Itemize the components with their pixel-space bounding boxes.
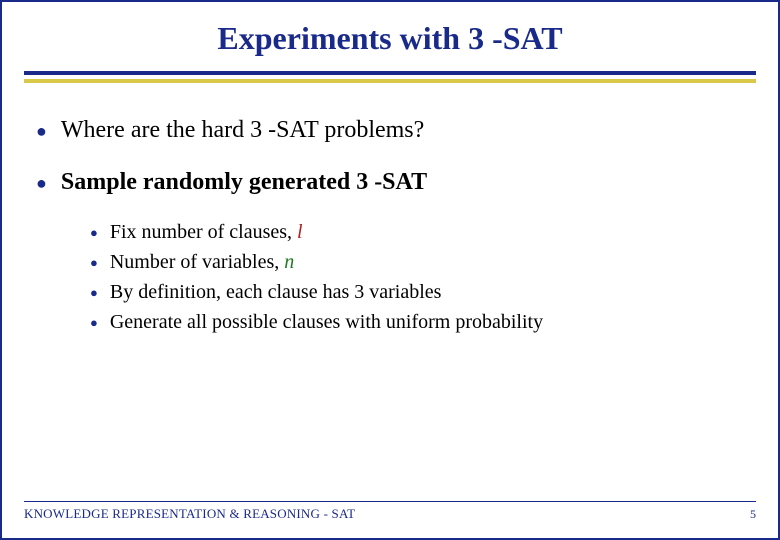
title-underline bbox=[24, 71, 756, 83]
sub-bullet-list: ● Fix number of clauses, l ● Number of v… bbox=[90, 219, 744, 335]
bullet-icon: ● bbox=[90, 225, 98, 242]
bullet-level2: ● Number of variables, n bbox=[90, 249, 744, 275]
slide-body: ● Where are the hard 3 -SAT problems? ● … bbox=[2, 93, 778, 335]
footer-row: KNOWLEDGE REPRESENTATION & REASONING - S… bbox=[24, 506, 756, 522]
slide-title: Experiments with 3 -SAT bbox=[2, 20, 778, 57]
bullet-level1: ● Where are the hard 3 -SAT problems? bbox=[36, 115, 744, 145]
bullet-text: Fix number of clauses, l bbox=[110, 219, 303, 245]
bullet-icon: ● bbox=[36, 172, 47, 195]
sub-bullet-var: l bbox=[297, 221, 303, 243]
bullet-text: Sample randomly generated 3 -SAT bbox=[61, 167, 427, 197]
bullet-level1: ● Sample randomly generated 3 -SAT bbox=[36, 167, 744, 197]
footer-rule bbox=[24, 501, 756, 502]
bullet-level2: ● Generate all possible clauses with uni… bbox=[90, 309, 744, 335]
bullet-icon: ● bbox=[36, 120, 47, 143]
bullet-icon: ● bbox=[90, 255, 98, 272]
slide-footer: KNOWLEDGE REPRESENTATION & REASONING - S… bbox=[24, 501, 756, 522]
rule-accent bbox=[24, 79, 756, 83]
bullet-text: Where are the hard 3 -SAT problems? bbox=[61, 115, 424, 145]
bullet-level2: ● Fix number of clauses, l bbox=[90, 219, 744, 245]
bullet-icon: ● bbox=[90, 315, 98, 332]
sub-bullet-prefix: Number of variables, bbox=[110, 251, 284, 273]
bullet-text: Number of variables, n bbox=[110, 249, 294, 275]
page-number: 5 bbox=[750, 507, 756, 522]
footer-text: KNOWLEDGE REPRESENTATION & REASONING - S… bbox=[24, 506, 355, 522]
bullet-level2: ● By definition, each clause has 3 varia… bbox=[90, 279, 744, 305]
bullet-text: Generate all possible clauses with unifo… bbox=[110, 309, 543, 335]
bullet-icon: ● bbox=[90, 285, 98, 302]
bullet-text: By definition, each clause has 3 variabl… bbox=[110, 279, 442, 305]
slide-frame: Experiments with 3 -SAT ● Where are the … bbox=[0, 0, 780, 540]
sub-bullet-prefix: Fix number of clauses, bbox=[110, 221, 297, 243]
sub-bullet-var: n bbox=[284, 251, 294, 273]
